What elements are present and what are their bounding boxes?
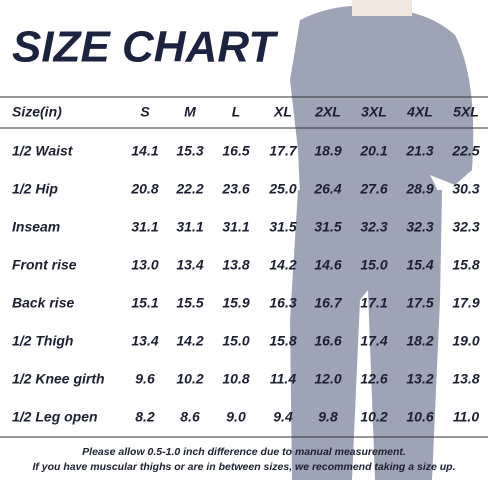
cell: 32.3 [360, 219, 387, 235]
footnote: If you have muscular thighs or are in be… [32, 461, 455, 473]
cell: 16.3 [269, 295, 296, 311]
row-label: 1/2 Leg open [12, 409, 98, 425]
cell: 22.5 [451, 143, 479, 159]
cell: 31.5 [314, 219, 341, 235]
cell: 13.8 [452, 371, 479, 387]
cell: 20.1 [359, 143, 387, 159]
cell: 18.2 [406, 333, 433, 349]
cell: 23.6 [221, 181, 249, 197]
cell: 13.4 [131, 333, 158, 349]
cell: 26.4 [313, 181, 341, 197]
cell: 15.4 [406, 257, 433, 273]
cell: 31.1 [131, 219, 158, 235]
cell: 12.6 [360, 371, 387, 387]
cell: 16.7 [314, 295, 342, 311]
cell: 9.6 [135, 371, 155, 387]
cell: 8.2 [135, 409, 155, 425]
cell: 28.9 [405, 181, 433, 197]
row-label: 1/2 Waist [12, 143, 74, 159]
cell: 16.5 [222, 143, 249, 159]
cell: 17.4 [360, 333, 387, 349]
cell: 22.2 [175, 181, 203, 197]
column-header: XL [273, 104, 292, 120]
model-photo [290, 0, 474, 480]
cell: 31.5 [269, 219, 296, 235]
footnote: Please allow 0.5-1.0 inch difference due… [82, 446, 406, 458]
cell: 17.9 [452, 295, 479, 311]
cell: 15.0 [222, 333, 249, 349]
cell: 32.3 [452, 219, 479, 235]
cell: 10.8 [222, 371, 249, 387]
cell: 17.7 [269, 143, 297, 159]
cell: 30.3 [452, 181, 479, 197]
row-label: Back rise [12, 295, 74, 311]
title: SIZE CHART [12, 23, 278, 72]
cell: 19.0 [452, 333, 479, 349]
column-header: 5XL [453, 104, 479, 120]
cell: 15.5 [176, 295, 203, 311]
row-label: 1/2 Knee girth [12, 371, 105, 387]
cell: 10.2 [360, 409, 387, 425]
column-header: Size(in) [12, 104, 62, 120]
column-header: M [184, 104, 196, 120]
cell: 11.0 [453, 409, 479, 425]
cell: 31.1 [176, 219, 203, 235]
cell: 8.6 [180, 409, 200, 425]
cell: 15.8 [269, 333, 296, 349]
cell: 31.1 [222, 219, 249, 235]
row-label: 1/2 Thigh [12, 333, 73, 349]
cell: 11.4 [270, 371, 296, 387]
row-label: Front rise [12, 257, 77, 273]
cell: 17.1 [360, 295, 387, 311]
cell: 17.5 [406, 295, 433, 311]
cell: 13.8 [222, 257, 249, 273]
cell: 18.9 [314, 143, 341, 159]
cell: 14.1 [131, 143, 158, 159]
cell: 27.6 [359, 181, 387, 197]
cell: 13.2 [406, 371, 433, 387]
cell: 15.8 [452, 257, 479, 273]
column-header: 3XL [361, 104, 387, 120]
cell: 21.3 [405, 143, 433, 159]
cell: 9.8 [318, 409, 338, 425]
cell: 14.2 [269, 257, 296, 273]
cell: 10.2 [176, 371, 203, 387]
cell: 20.8 [130, 181, 158, 197]
cell: 15.3 [176, 143, 203, 159]
column-header: 4XL [406, 104, 433, 120]
cell: 32.3 [406, 219, 433, 235]
cell: 15.9 [222, 295, 249, 311]
cell: 12.0 [314, 371, 341, 387]
cell: 13.0 [131, 257, 158, 273]
cell: 13.4 [176, 257, 203, 273]
cell: 16.6 [314, 333, 341, 349]
cell: 15.1 [131, 295, 158, 311]
column-header: L [232, 104, 241, 120]
column-header: 2XL [314, 104, 341, 120]
column-header: S [140, 104, 150, 120]
cell: 25.0 [268, 181, 296, 197]
cell: 9.0 [226, 409, 246, 425]
cell: 15.0 [360, 257, 387, 273]
row-label: Inseam [12, 219, 60, 235]
row-label: 1/2 Hip [12, 181, 58, 197]
cell: 9.4 [273, 409, 293, 425]
cell: 14.2 [176, 333, 203, 349]
cell: 10.6 [406, 409, 433, 425]
cell: 14.6 [314, 257, 341, 273]
